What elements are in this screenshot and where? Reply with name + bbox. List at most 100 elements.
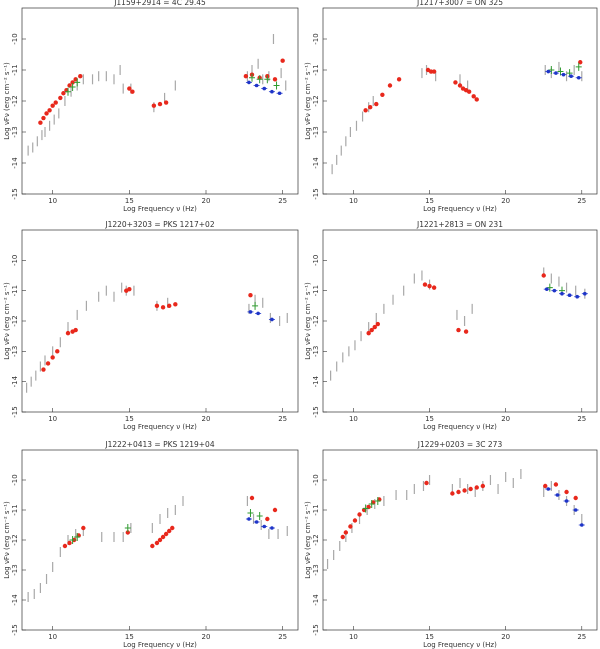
green-point bbox=[548, 66, 555, 74]
series-archival bbox=[27, 34, 287, 156]
green-point bbox=[69, 536, 76, 544]
y-tick-label: -12 bbox=[312, 315, 320, 326]
red-point bbox=[466, 89, 472, 94]
red-point bbox=[374, 101, 379, 107]
series-green bbox=[546, 283, 565, 295]
y-tick-label: -10 bbox=[312, 33, 320, 44]
red-point bbox=[471, 94, 476, 99]
x-axis-label: Log Frequency ν (Hz) bbox=[423, 423, 497, 431]
plot-frame bbox=[21, 229, 299, 413]
red-point bbox=[428, 69, 434, 74]
y-tick-label: -10 bbox=[11, 255, 19, 266]
red-point bbox=[50, 355, 55, 360]
y-tick-label: -13 bbox=[312, 346, 320, 357]
y-tick-label: -13 bbox=[11, 564, 19, 575]
red-point bbox=[47, 108, 52, 113]
red-point bbox=[53, 100, 58, 105]
red-point bbox=[348, 524, 353, 529]
green-point bbox=[65, 87, 71, 96]
y-tick-label: -14 bbox=[11, 375, 19, 387]
red-point bbox=[265, 516, 270, 522]
series-blue bbox=[245, 80, 283, 96]
green-point bbox=[362, 504, 369, 513]
red-point bbox=[343, 530, 349, 535]
red-point bbox=[553, 482, 559, 487]
green-point bbox=[575, 62, 582, 71]
x-tick-label: 10 bbox=[48, 633, 57, 641]
red-point bbox=[272, 77, 278, 82]
x-tick-label: 15 bbox=[425, 197, 434, 205]
x-axis-label: Log Frequency ν (Hz) bbox=[423, 641, 497, 649]
series-blue bbox=[545, 487, 585, 527]
series-red bbox=[366, 273, 546, 336]
y-axis-label: Log νFν (erg cm⁻² s⁻¹) bbox=[3, 62, 11, 140]
y-tick-label: -12 bbox=[11, 315, 19, 326]
green-point bbox=[256, 75, 263, 84]
x-tick-label: 10 bbox=[349, 197, 358, 205]
y-tick-label: -11 bbox=[11, 504, 19, 515]
y-tick-label: -14 bbox=[11, 157, 19, 169]
red-point bbox=[375, 321, 380, 327]
x-axis-label: Log Frequency ν (Hz) bbox=[123, 423, 197, 431]
y-axis-label: Log νFν (erg cm⁻² s⁻¹) bbox=[304, 501, 312, 579]
x-tick-label: 10 bbox=[349, 633, 358, 641]
series-archival bbox=[326, 469, 583, 569]
red-point bbox=[456, 327, 461, 333]
red-point bbox=[130, 89, 135, 94]
red-point bbox=[160, 534, 166, 540]
red-point bbox=[431, 69, 437, 74]
green-point bbox=[249, 73, 255, 82]
green-point bbox=[74, 78, 81, 87]
red-point bbox=[55, 349, 60, 354]
series-red bbox=[340, 480, 578, 540]
series-red bbox=[38, 58, 285, 125]
red-point bbox=[380, 92, 385, 98]
red-point bbox=[127, 286, 132, 292]
series-red bbox=[62, 495, 278, 549]
red-point bbox=[65, 330, 71, 336]
y-tick-label: -14 bbox=[11, 594, 19, 606]
x-tick-label: 25 bbox=[278, 415, 287, 423]
red-point bbox=[272, 507, 278, 513]
x-axis-label: Log Frequency ν (Hz) bbox=[123, 641, 197, 649]
x-tick-label: 15 bbox=[125, 633, 134, 641]
green-point bbox=[69, 83, 76, 92]
series-red bbox=[363, 60, 583, 113]
y-tick-label: -11 bbox=[312, 285, 320, 296]
panel-pks121702: J1220+3203 = PKS 1217+02 10 15 20 25 -10 -11 -1… bbox=[3, 220, 299, 431]
green-point bbox=[247, 509, 254, 517]
red-point bbox=[41, 367, 46, 372]
red-point bbox=[468, 486, 473, 492]
green-point bbox=[374, 497, 381, 505]
red-point bbox=[462, 488, 467, 493]
plot-frame bbox=[322, 449, 598, 631]
red-point bbox=[151, 103, 157, 108]
series-green bbox=[65, 73, 280, 96]
red-point bbox=[127, 86, 132, 91]
red-point bbox=[44, 111, 49, 116]
green-point bbox=[264, 75, 271, 84]
y-tick-label: -11 bbox=[11, 285, 19, 296]
y-tick-label: -12 bbox=[11, 534, 19, 545]
y-axis-label: Log νFν (erg cm⁻² s⁻¹) bbox=[3, 501, 11, 579]
red-point bbox=[163, 531, 169, 537]
red-point bbox=[61, 91, 66, 96]
y-tick-label: -13 bbox=[11, 126, 19, 137]
y-tick-label: -10 bbox=[11, 474, 19, 485]
y-tick-label: -14 bbox=[312, 375, 320, 387]
x-tick-label: 20 bbox=[202, 415, 211, 423]
red-point bbox=[160, 305, 166, 310]
x-tick-label: 15 bbox=[125, 415, 134, 423]
panel-on231: J1221+2813 = ON 231 10 15 20 25 -10 -11 -12 -13 -… bbox=[304, 220, 598, 431]
y-tick-label: -13 bbox=[312, 564, 320, 575]
series-blue bbox=[545, 69, 582, 80]
red-point bbox=[369, 327, 374, 333]
x-tick-label: 10 bbox=[349, 415, 358, 423]
y-tick-label: -10 bbox=[312, 474, 320, 485]
plot-frame bbox=[322, 7, 598, 195]
red-point bbox=[50, 103, 55, 108]
red-point bbox=[157, 537, 163, 543]
series-green bbox=[548, 62, 582, 78]
plot-frame bbox=[21, 7, 299, 195]
y-tick-label: -13 bbox=[11, 346, 19, 357]
